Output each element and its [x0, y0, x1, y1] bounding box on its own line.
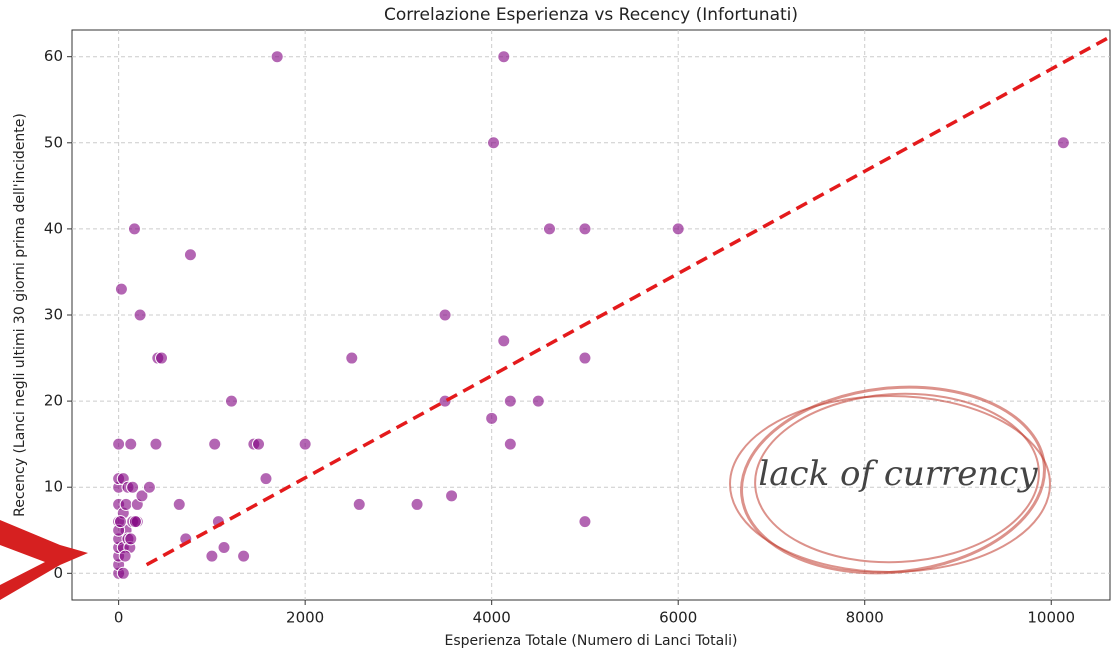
point — [671, 222, 685, 236]
point — [578, 515, 592, 529]
point — [217, 540, 231, 554]
point — [578, 222, 592, 236]
x-axis-label: Esperienza Totale (Numero di Lanci Total… — [445, 633, 738, 649]
point — [155, 351, 169, 365]
point — [116, 566, 130, 580]
point — [252, 437, 266, 451]
point — [118, 549, 132, 563]
point — [172, 497, 186, 511]
y-tick-label: 0 — [53, 564, 63, 582]
point — [259, 472, 273, 486]
point — [113, 515, 127, 529]
point — [126, 480, 140, 494]
x-tick-label: 4000 — [473, 609, 511, 627]
point — [578, 351, 592, 365]
x-tick-label: 10000 — [1027, 609, 1075, 627]
annotation-text: lack of currency — [758, 454, 1038, 494]
point — [205, 549, 219, 563]
point — [503, 437, 517, 451]
point — [497, 50, 511, 64]
point — [119, 497, 133, 511]
y-tick-label: 30 — [44, 306, 63, 324]
point — [208, 437, 222, 451]
point — [345, 351, 359, 365]
point — [224, 394, 238, 408]
point — [135, 489, 149, 503]
y-tick-label: 10 — [44, 478, 63, 496]
point — [410, 497, 424, 511]
point — [124, 532, 138, 546]
point — [445, 489, 459, 503]
point — [497, 334, 511, 348]
point — [487, 136, 501, 150]
point — [270, 50, 284, 64]
point — [542, 222, 556, 236]
point — [142, 480, 156, 494]
y-tick-label: 60 — [44, 47, 63, 65]
point — [438, 308, 452, 322]
point — [352, 497, 366, 511]
point — [128, 515, 142, 529]
y-tick-label: 40 — [44, 219, 63, 237]
point — [485, 411, 499, 425]
x-tick-label: 6000 — [659, 609, 697, 627]
x-tick-label: 0 — [114, 609, 124, 627]
point — [112, 437, 126, 451]
point — [237, 549, 251, 563]
point — [133, 308, 147, 322]
point — [127, 222, 141, 236]
point — [298, 437, 312, 451]
point — [149, 437, 163, 451]
annotation-ellipse — [729, 385, 1051, 575]
x-tick-label: 8000 — [846, 609, 884, 627]
x-tick-label: 2000 — [286, 609, 324, 627]
point — [183, 248, 197, 262]
point — [124, 437, 138, 451]
y-tick-label: 20 — [44, 392, 63, 410]
point — [114, 282, 128, 296]
point — [503, 394, 517, 408]
point — [1056, 136, 1070, 150]
chart-title: Correlazione Esperienza vs Recency (Info… — [384, 5, 798, 25]
marks: 0 2000 4000 6000 8000 10000 0 10 20 30 40 50 60 — [44, 30, 1111, 627]
trend-line — [145, 35, 1111, 567]
y-axis-label: Recency (Lanci negli ultimi 30 giorni pr… — [12, 113, 28, 517]
point — [531, 394, 545, 408]
y-tick-label: 50 — [44, 133, 63, 151]
annotation-arrow — [0, 520, 88, 600]
